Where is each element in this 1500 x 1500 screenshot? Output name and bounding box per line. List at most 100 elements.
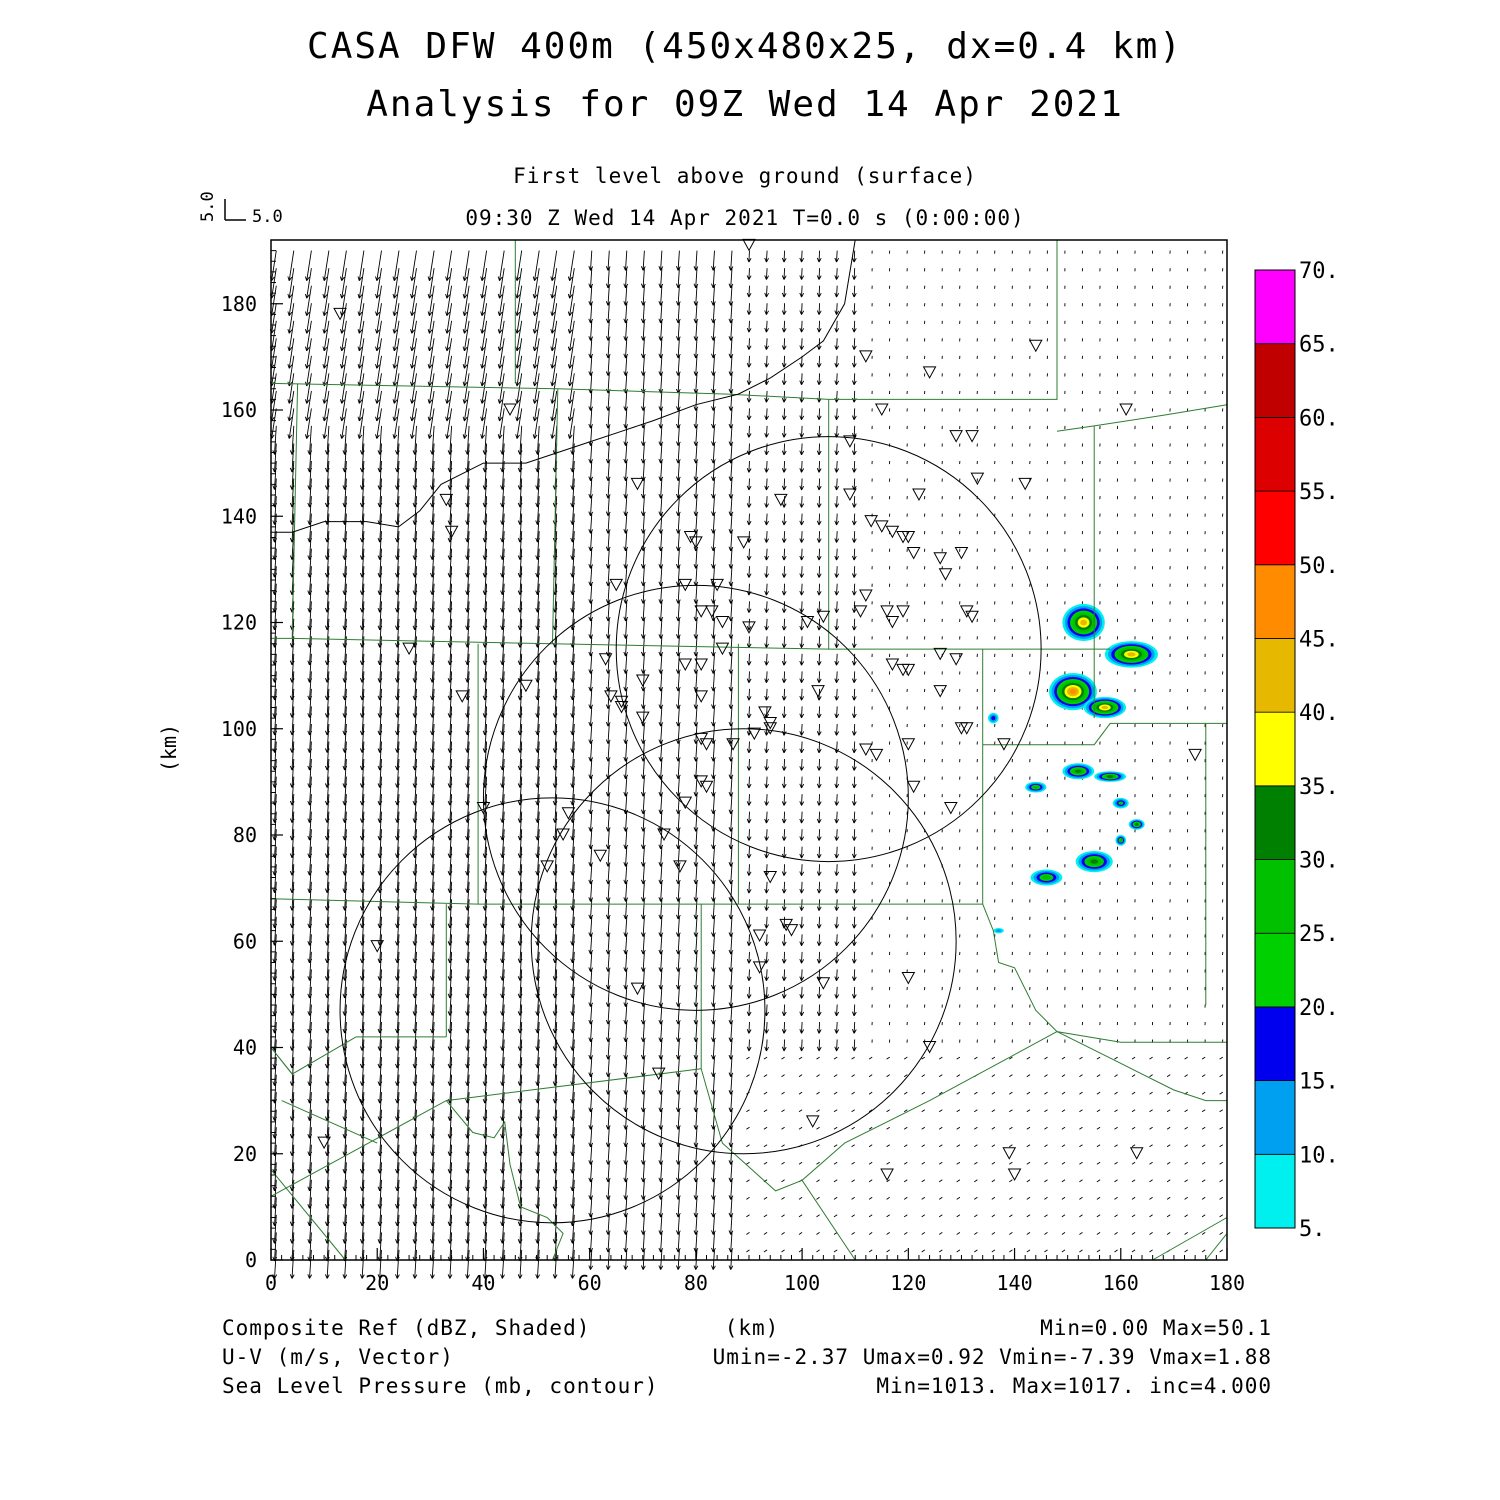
colorbar-segment [1254, 1080, 1296, 1155]
site-marker [604, 690, 618, 703]
site-marker [673, 860, 687, 873]
county-boundaries [270, 240, 1228, 1261]
echo-contour [1106, 775, 1114, 779]
site-marker [689, 536, 703, 549]
echo-cell [993, 927, 1004, 934]
site-marker [333, 307, 347, 321]
echo-cell [1104, 641, 1158, 668]
echo-contour [1101, 705, 1109, 710]
colorbar-segment [1254, 343, 1296, 418]
colorbar-segment [1254, 1153, 1296, 1229]
site-marker [444, 525, 459, 539]
site-marker [811, 685, 825, 698]
x-tick-label: 40 [471, 1271, 495, 1295]
footer-slp-range: Min=1013. Max=1017. inc=4.000 [876, 1374, 1272, 1398]
title-line1: CASA DFW 400m (450x480x25, dx=0.4 km) [307, 26, 1183, 67]
x-tick-label: 0 [265, 1271, 277, 1295]
site-marker [519, 679, 533, 693]
colorbar-segment [1254, 564, 1296, 639]
site-marker [843, 435, 857, 448]
county-line [445, 1100, 564, 1261]
colorbar-segment [1254, 269, 1296, 345]
county-line [982, 722, 1227, 746]
site-marker [800, 616, 815, 629]
colorbar-label: 60. [1299, 406, 1339, 431]
site-marker [859, 350, 873, 363]
footer-ref-range: Min=0.00 Max=50.1 [1040, 1316, 1272, 1340]
x-axis-label: (km) [725, 1316, 780, 1340]
site-marker [805, 1115, 820, 1128]
y-tick-label: 160 [221, 398, 257, 422]
site-marker [657, 828, 671, 842]
site-marker [556, 828, 570, 842]
y-tick-label: 0 [245, 1248, 257, 1272]
site-marker [885, 525, 900, 539]
map-plot: 0 20 40 60 80 100 120 140 160 180 0 20 40 60 80 100 120 1… [221, 238, 1245, 1295]
echo-cell [1075, 850, 1113, 873]
colorbar-label: 45. [1299, 627, 1339, 652]
colorbar-segment [1254, 932, 1296, 1008]
site-marker [816, 977, 831, 990]
site-marker [540, 860, 555, 873]
echo-cell [988, 712, 999, 724]
site-marker [997, 738, 1011, 751]
county-line [292, 637, 1111, 650]
echo-cell [1115, 835, 1127, 846]
y-axis-label: (km) [157, 724, 181, 772]
echo-contour [995, 929, 1002, 933]
site-marker [933, 552, 948, 565]
site-marker [635, 674, 650, 687]
site-marker [943, 801, 958, 815]
title-line2: Analysis for 09Z Wed 14 Apr 2021 [366, 84, 1124, 125]
colorbar-label: 25. [1299, 922, 1339, 947]
site-marker [678, 796, 693, 810]
x-tick-label: 140 [996, 1271, 1032, 1295]
footer-contour-field: Sea Level Pressure (mb, contour) [222, 1374, 659, 1398]
subtitle-time: 09:30 Z Wed 14 Apr 2021 T=0.0 s (0:00:00… [465, 206, 1024, 230]
colorbar-label: 70. [1299, 259, 1339, 284]
county-line [552, 388, 559, 644]
colorbar-label: 40. [1299, 701, 1339, 726]
county-line [1152, 1217, 1228, 1261]
y-tick-label: 80 [233, 823, 257, 847]
x-tick-label: 100 [784, 1271, 820, 1295]
county-line [281, 1100, 378, 1144]
county-line [982, 903, 1227, 1043]
site-marker [901, 531, 916, 544]
colorbar-label: 30. [1299, 849, 1339, 874]
colorbar-label: 35. [1299, 775, 1339, 800]
colorbar-label: 10. [1299, 1143, 1339, 1168]
county-line [1056, 404, 1228, 432]
echo-contour [1127, 652, 1136, 657]
site-marker [699, 780, 714, 794]
radar-ring [530, 728, 957, 1155]
radar-ring [339, 797, 766, 1224]
echo-contour [991, 716, 996, 721]
colorbar-label: 65. [1299, 333, 1339, 358]
x-tick-label: 60 [578, 1271, 602, 1295]
wind-vector-field [269, 250, 1224, 1279]
echo-cell [1030, 869, 1063, 886]
site-marker [710, 578, 724, 592]
county-line [270, 1169, 346, 1261]
reflectivity-colorbar: 5. 10. 15. 20. 25. 30. 35. 40. 45. 50. 55. 60. 65. 70… [1254, 259, 1339, 1242]
site-marker [864, 515, 878, 528]
echo-contour [1042, 875, 1051, 880]
echo-contour [1118, 801, 1124, 805]
site-marker [1028, 339, 1043, 353]
site-marker [853, 605, 868, 618]
echo-contour [1135, 822, 1139, 826]
county-line [700, 1031, 1227, 1192]
county-line [270, 898, 983, 905]
site-marker [439, 493, 454, 507]
footer-shaded-field: Composite Ref (dBZ, Shaded) [222, 1316, 590, 1340]
site-marker [874, 403, 889, 417]
colorbar-segment [1254, 490, 1296, 566]
site-marker [816, 610, 831, 624]
site-marker [896, 605, 910, 618]
echo-cell [1025, 781, 1047, 793]
echo-cell [1062, 603, 1105, 642]
echo-contour [1075, 769, 1082, 773]
site-marker [317, 1136, 331, 1150]
site-marker [630, 477, 645, 491]
